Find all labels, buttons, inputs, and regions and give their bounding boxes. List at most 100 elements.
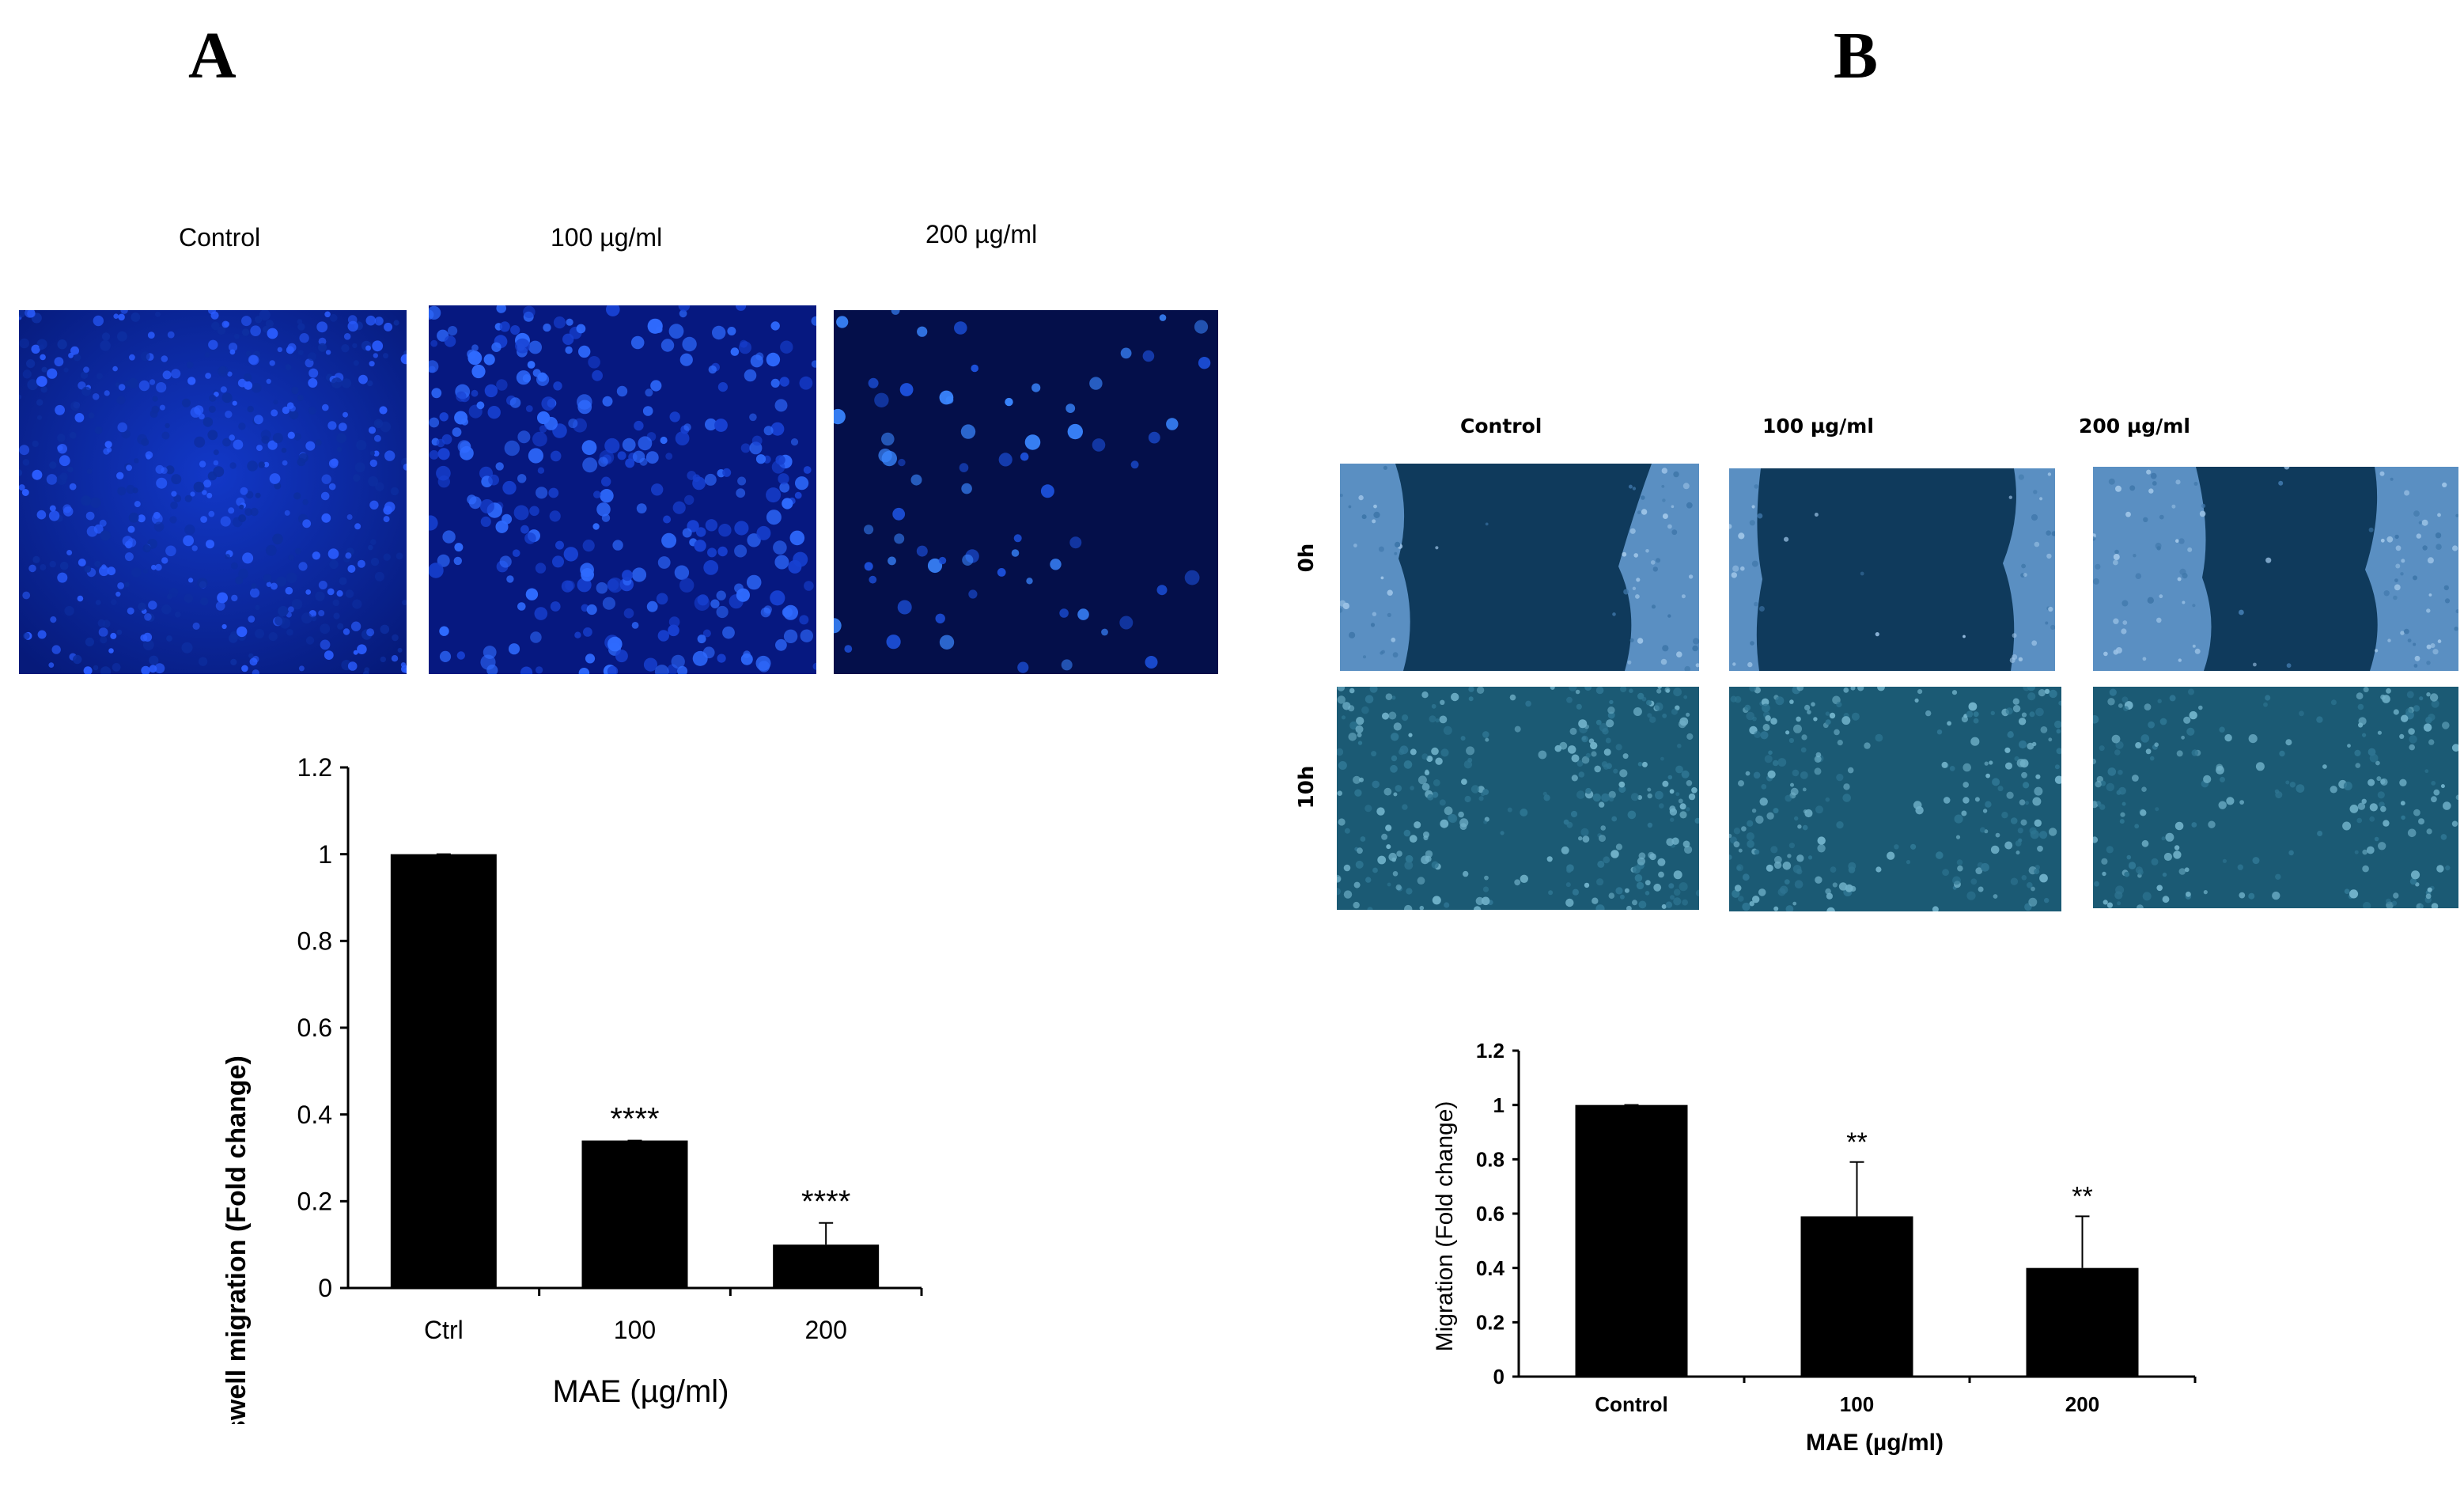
cell-dot xyxy=(255,492,261,498)
cell-dot xyxy=(2316,716,2323,723)
cell-dot xyxy=(284,510,290,516)
cell-dot xyxy=(1673,897,1682,906)
cell-dot xyxy=(1941,761,1948,768)
cell-dot xyxy=(66,550,73,555)
cell-dot xyxy=(1417,877,1425,885)
cell-dot xyxy=(779,377,789,387)
cell-dot xyxy=(2118,703,2123,708)
cell-dot xyxy=(2058,700,2061,706)
cell-dot xyxy=(708,365,717,374)
cell-dot xyxy=(124,381,131,387)
cell-dot xyxy=(774,399,788,412)
cell-dot xyxy=(1825,711,1830,716)
cell-dot xyxy=(183,535,195,547)
cell-dot xyxy=(1666,838,1675,847)
cell-dot xyxy=(1419,905,1425,910)
cell-dot xyxy=(717,653,726,663)
cell-dot xyxy=(566,318,573,326)
cell-dot xyxy=(1576,760,1584,767)
cell-dot xyxy=(1507,807,1512,813)
cell-dot xyxy=(899,383,914,396)
cell-dot xyxy=(679,353,693,366)
cell-dot xyxy=(2039,873,2048,883)
cell-dot xyxy=(321,513,331,523)
cell-dot xyxy=(2425,716,2432,724)
cell-dot xyxy=(50,616,57,623)
cell-dot xyxy=(1378,546,1384,552)
cell-dot xyxy=(356,440,367,451)
cell-dot xyxy=(1651,604,1656,609)
cell-dot xyxy=(370,539,377,545)
cell-dot xyxy=(2401,714,2409,722)
cell-dot xyxy=(1761,784,1767,790)
cell-dot xyxy=(2248,734,2258,744)
cell-dot xyxy=(2151,858,2159,866)
cell-dot xyxy=(347,315,358,324)
cell-dot xyxy=(1476,687,1485,694)
panel-b-10h-control-svg xyxy=(1337,687,1699,910)
cell-dot xyxy=(736,488,746,498)
cell-dot xyxy=(1970,878,1978,885)
cell-dot xyxy=(149,655,159,665)
cell-dot xyxy=(499,555,512,568)
cell-dot xyxy=(171,369,181,379)
cell-dot xyxy=(1677,744,1682,748)
cell-dot xyxy=(1936,851,1944,859)
cell-dot xyxy=(383,516,390,523)
cell-dot xyxy=(245,491,254,499)
cell-dot xyxy=(2400,801,2405,806)
cell-dot xyxy=(998,453,1012,467)
cell-dot xyxy=(1632,586,1637,590)
cell-dot xyxy=(383,353,388,359)
cell-dot xyxy=(1381,833,1388,840)
cell-dot xyxy=(1637,638,1644,644)
cell-dot xyxy=(2407,828,2417,838)
cell-dot xyxy=(184,593,194,603)
cell-dot xyxy=(221,623,227,630)
cell-dot xyxy=(1485,737,1489,742)
cell-dot xyxy=(491,342,502,352)
cell-dot xyxy=(1662,713,1667,718)
cell-dot xyxy=(471,344,479,352)
cell-dot xyxy=(353,474,361,482)
cell-dot xyxy=(894,533,905,544)
cell-dot xyxy=(1671,505,1675,509)
cell-dot xyxy=(710,599,720,608)
cell-dot xyxy=(2394,584,2401,591)
cell-dot xyxy=(100,530,111,541)
cell-dot xyxy=(665,453,673,460)
cell-dot xyxy=(429,305,441,320)
y-tick-label: 0.8 xyxy=(1476,1147,1505,1171)
cell-dot xyxy=(74,413,85,422)
cell-dot xyxy=(2030,830,2039,839)
cell-dot xyxy=(1565,882,1571,888)
cell-dot xyxy=(153,521,165,532)
cell-dot xyxy=(2393,892,2399,899)
cell-dot xyxy=(1851,712,1860,721)
cell-dot xyxy=(2361,798,2367,804)
cell-dot xyxy=(354,523,361,530)
cell-dot xyxy=(2010,817,2018,824)
cell-dot xyxy=(568,419,578,429)
cell-dot xyxy=(1782,862,1792,870)
cell-dot xyxy=(237,626,248,638)
cell-dot xyxy=(1962,763,1971,772)
cell-dot xyxy=(308,368,319,378)
cell-dot xyxy=(1470,785,1480,794)
panel-a-200-image xyxy=(834,310,1218,674)
cell-dot xyxy=(1580,828,1589,836)
cell-dot xyxy=(868,377,879,388)
cell-dot xyxy=(127,525,135,533)
cell-dot xyxy=(1427,794,1434,801)
cell-dot xyxy=(1089,377,1103,390)
cell-dot xyxy=(1773,906,1779,911)
bar xyxy=(2026,1267,2139,1377)
cell-dot xyxy=(238,568,248,579)
cell-dot xyxy=(2121,696,2129,703)
cell-dot xyxy=(2408,728,2415,735)
cell-dot xyxy=(532,431,547,447)
cell-dot xyxy=(1671,529,1678,536)
cell-dot xyxy=(2143,517,2148,522)
cell-dot xyxy=(322,403,329,411)
cell-dot xyxy=(220,386,227,393)
